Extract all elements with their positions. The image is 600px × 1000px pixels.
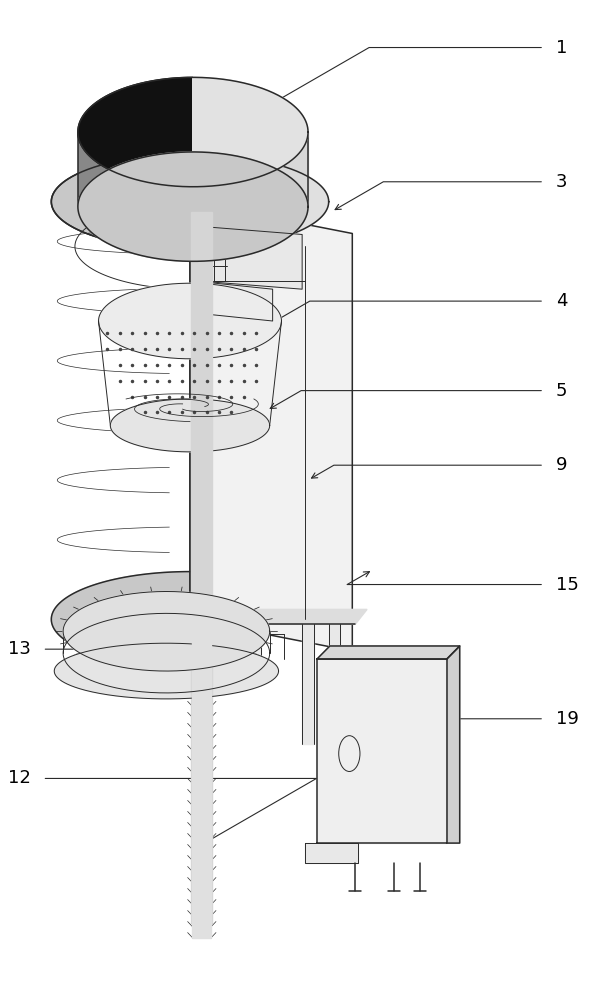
Polygon shape — [191, 212, 212, 923]
Polygon shape — [78, 152, 308, 261]
Polygon shape — [110, 399, 269, 452]
Polygon shape — [98, 283, 281, 359]
Text: 19: 19 — [556, 710, 579, 728]
Polygon shape — [305, 843, 358, 863]
Text: 12: 12 — [8, 769, 31, 787]
Text: 9: 9 — [556, 456, 568, 474]
Polygon shape — [196, 281, 272, 321]
Polygon shape — [202, 624, 261, 659]
Text: 13: 13 — [8, 640, 31, 658]
Polygon shape — [190, 609, 367, 624]
Text: 3: 3 — [556, 173, 568, 191]
Text: 15: 15 — [556, 576, 579, 594]
Polygon shape — [193, 77, 308, 187]
Polygon shape — [329, 624, 340, 744]
Polygon shape — [202, 227, 302, 289]
Polygon shape — [193, 629, 211, 938]
Polygon shape — [78, 132, 193, 207]
Polygon shape — [317, 646, 460, 659]
Polygon shape — [302, 624, 314, 744]
Polygon shape — [190, 202, 352, 651]
Polygon shape — [317, 659, 447, 843]
Polygon shape — [54, 643, 278, 699]
Text: 1: 1 — [556, 39, 567, 57]
Polygon shape — [78, 77, 193, 187]
Text: 5: 5 — [556, 382, 568, 400]
Polygon shape — [190, 154, 329, 249]
Polygon shape — [63, 591, 269, 671]
Polygon shape — [52, 154, 190, 667]
Polygon shape — [447, 646, 460, 843]
Polygon shape — [193, 132, 308, 207]
Text: 4: 4 — [556, 292, 568, 310]
